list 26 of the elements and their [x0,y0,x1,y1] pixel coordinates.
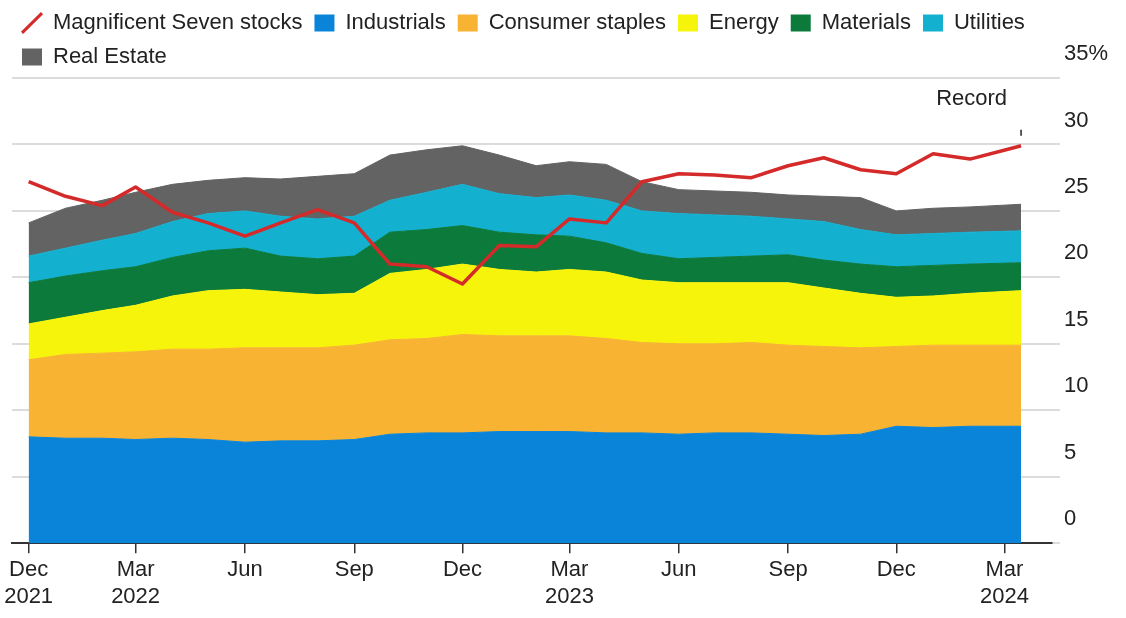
x-tick-label: Dec [876,556,916,582]
y-tick-label: 0 [1063,505,1077,531]
x-tick-label: Jun [661,556,697,582]
y-tick-label: 20 [1063,239,1089,265]
y-tick-label: 10 [1063,372,1089,398]
x-tick-label: Dec 2021 [4,556,54,608]
y-tick-label: 25 [1063,172,1089,198]
y-tick-label: 15 [1063,305,1089,331]
legend-label: Energy [709,9,779,35]
legend-label: Real Estate [53,43,167,69]
x-tick-label: Sep [768,556,808,582]
legend-label: Materials [821,9,911,35]
annotation: Record [936,84,1008,110]
x-tick-label: Sep [334,556,374,582]
legend-label: Utilities [953,9,1025,35]
x-tick-label: Dec [442,556,483,582]
y-tick-label: 30 [1063,106,1089,132]
legend-label: Industrials [345,9,446,35]
legend-label: Consumer staples [488,9,667,35]
x-tick-label: Jun [227,556,263,582]
y-tick-label: 35% [1063,40,1109,66]
legend-label: Magnificent Seven stocks [53,9,303,35]
x-tick-label: Mar 2023 [544,556,594,608]
y-tick-label: 5 [1063,438,1077,464]
x-tick-label: Mar 2024 [979,556,1029,608]
x-tick-label: Mar 2022 [111,556,161,608]
